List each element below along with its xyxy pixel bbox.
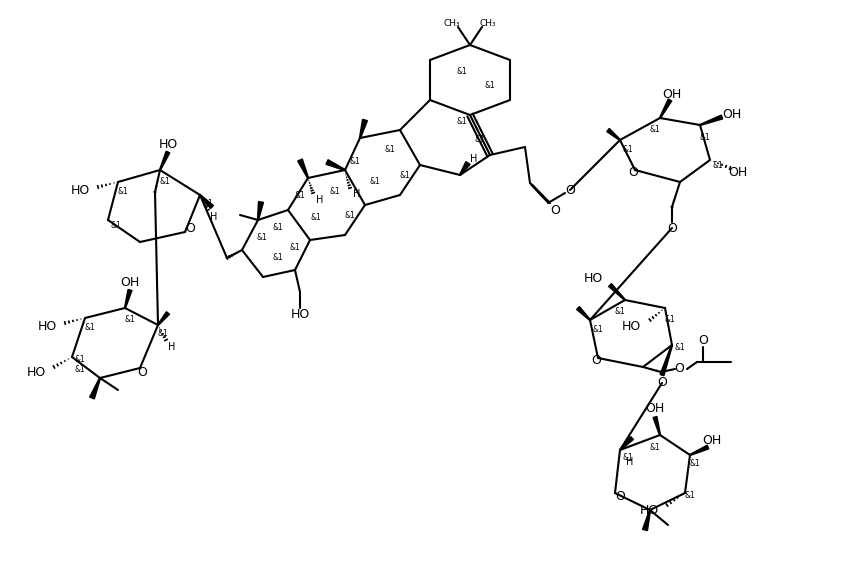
Polygon shape (89, 378, 101, 399)
Text: O: O (550, 203, 560, 217)
Polygon shape (653, 417, 660, 435)
Text: O: O (698, 335, 708, 347)
Polygon shape (158, 312, 170, 325)
Text: &1: &1 (685, 491, 695, 499)
Text: &1: &1 (457, 68, 468, 76)
Text: HO: HO (158, 138, 177, 150)
Text: &1: &1 (649, 443, 660, 451)
Polygon shape (699, 115, 722, 125)
Text: OH: OH (728, 165, 747, 179)
Polygon shape (159, 151, 170, 170)
Text: HO: HO (622, 320, 641, 332)
Text: H: H (470, 154, 478, 164)
Text: H: H (316, 195, 324, 205)
Text: O: O (137, 366, 147, 380)
Text: &1: &1 (256, 232, 268, 242)
Text: CH₃: CH₃ (444, 18, 460, 28)
Text: H: H (626, 457, 634, 467)
Polygon shape (124, 290, 132, 308)
Text: CH₃: CH₃ (480, 18, 497, 28)
Polygon shape (608, 284, 625, 301)
Text: &1: &1 (290, 243, 301, 253)
Text: &1: &1 (649, 125, 660, 135)
Text: &1: &1 (689, 458, 700, 468)
Text: OH: OH (120, 276, 140, 288)
Polygon shape (659, 99, 671, 118)
Text: O: O (615, 490, 625, 502)
Text: HO: HO (37, 320, 57, 332)
Text: &1: &1 (311, 213, 321, 223)
Text: HO: HO (291, 309, 309, 321)
Text: H: H (169, 342, 176, 352)
Text: HO: HO (26, 366, 46, 380)
Text: O: O (628, 165, 638, 179)
Polygon shape (297, 159, 308, 178)
Polygon shape (257, 202, 263, 220)
Text: &1: &1 (384, 146, 395, 154)
Text: &1: &1 (344, 210, 355, 220)
Text: &1: &1 (485, 80, 495, 90)
Text: &1: &1 (273, 224, 284, 232)
Text: &1: &1 (111, 220, 121, 229)
Polygon shape (326, 160, 345, 171)
Text: &1: &1 (675, 343, 685, 351)
Text: &1: &1 (84, 324, 95, 332)
Text: HO: HO (640, 505, 659, 517)
Text: &1: &1 (623, 454, 633, 462)
Polygon shape (459, 162, 470, 175)
Text: H: H (210, 212, 218, 222)
Text: &1: &1 (159, 177, 170, 187)
Text: &1: &1 (665, 316, 676, 324)
Polygon shape (577, 306, 590, 320)
Polygon shape (199, 195, 213, 209)
Text: O: O (657, 376, 667, 390)
Text: &1: &1 (273, 254, 284, 262)
Text: OH: OH (662, 87, 682, 101)
Text: OH: OH (722, 109, 741, 121)
Text: O: O (565, 183, 575, 197)
Text: &1: &1 (118, 187, 129, 197)
Text: &1: &1 (203, 198, 213, 208)
Polygon shape (660, 345, 672, 376)
Text: O: O (185, 223, 195, 235)
Text: O: O (591, 354, 601, 368)
Text: &1: &1 (712, 161, 723, 169)
Text: &1: &1 (475, 135, 486, 144)
Text: &1: &1 (457, 117, 468, 127)
Text: O: O (667, 221, 677, 235)
Text: &1: &1 (75, 365, 85, 373)
Text: HO: HO (71, 183, 90, 197)
Text: &1: &1 (124, 316, 135, 324)
Text: &1: &1 (349, 157, 360, 166)
Polygon shape (619, 436, 633, 450)
Polygon shape (360, 119, 367, 138)
Text: &1: &1 (623, 146, 633, 154)
Text: HO: HO (584, 272, 603, 284)
Polygon shape (607, 128, 620, 140)
Text: &1: &1 (699, 132, 711, 142)
Text: &1: &1 (158, 328, 169, 338)
Text: &1: &1 (400, 171, 411, 180)
Text: &1: &1 (593, 325, 603, 335)
Text: &1: &1 (614, 307, 625, 317)
Text: OH: OH (702, 434, 722, 446)
Text: &1: &1 (370, 177, 380, 187)
Text: OH: OH (645, 402, 665, 416)
Text: O: O (674, 362, 684, 376)
Polygon shape (642, 510, 650, 531)
Text: H: H (354, 189, 360, 199)
Text: &1: &1 (75, 354, 85, 364)
Text: &1: &1 (330, 187, 341, 197)
Polygon shape (690, 445, 709, 455)
Text: &1: &1 (295, 191, 305, 199)
